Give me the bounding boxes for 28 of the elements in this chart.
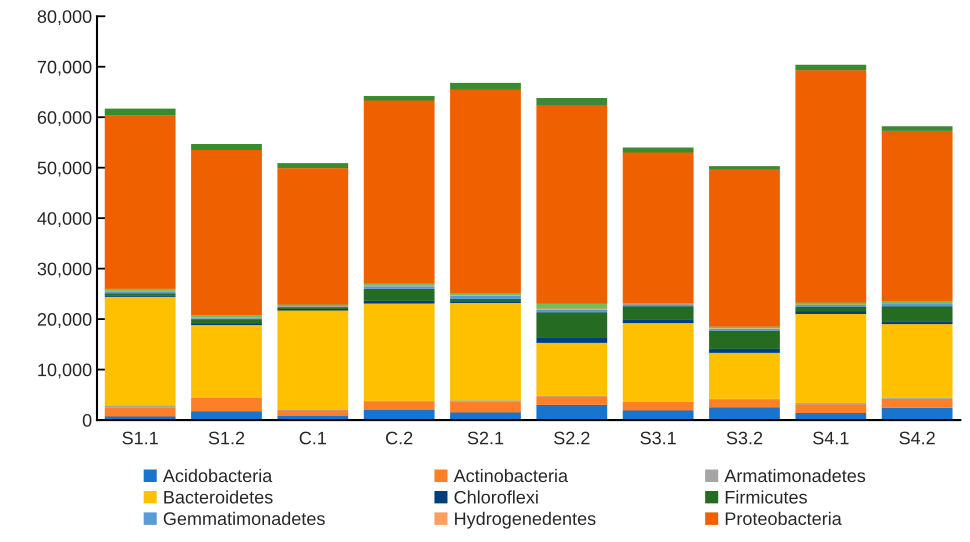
y-tick-label: 40,000 xyxy=(37,212,92,228)
y-tick-label: 70,000 xyxy=(38,60,92,76)
legend-label: Firmicutes xyxy=(726,490,807,504)
x-tick-label: S2.2 xyxy=(554,432,590,444)
x-tick-label: S2.1 xyxy=(468,432,504,444)
x-tick-label: C.2 xyxy=(386,432,412,444)
legend-label: Gemmatimonadetes xyxy=(164,512,325,526)
y-tick-label: 50,000 xyxy=(38,162,92,177)
y-tick-label: 80,000 xyxy=(38,10,92,26)
x-tick-label: S4.1 xyxy=(813,432,848,444)
y-tick-label: 60,000 xyxy=(38,111,92,126)
x-tick-label: S1.1 xyxy=(122,432,158,444)
legend-label: Proteobacteria xyxy=(726,512,842,526)
x-tick-label: S3.1 xyxy=(640,432,676,444)
y-tick-label: 30,000 xyxy=(38,262,92,278)
legend-label: Actinobacteria xyxy=(454,468,568,482)
y-tick-label: 20,000 xyxy=(38,313,92,328)
legend-label: Bacteroidetes xyxy=(164,490,273,504)
y-tick-label: 0 xyxy=(82,414,92,427)
legend-label: Acidobacteria xyxy=(162,468,272,482)
x-tick-label: C.1 xyxy=(300,432,326,444)
legend-label: Chloroflexi xyxy=(454,490,538,504)
y-tick-label: 10,000 xyxy=(38,364,92,378)
x-tick-label: S1.2 xyxy=(208,432,244,444)
legend-label: Hydrogenedentes xyxy=(455,512,596,529)
x-tick-label: S4.2 xyxy=(899,432,935,444)
x-tick-label: S3.2 xyxy=(726,432,762,444)
legend-label: Armatimonadetes xyxy=(724,468,866,482)
